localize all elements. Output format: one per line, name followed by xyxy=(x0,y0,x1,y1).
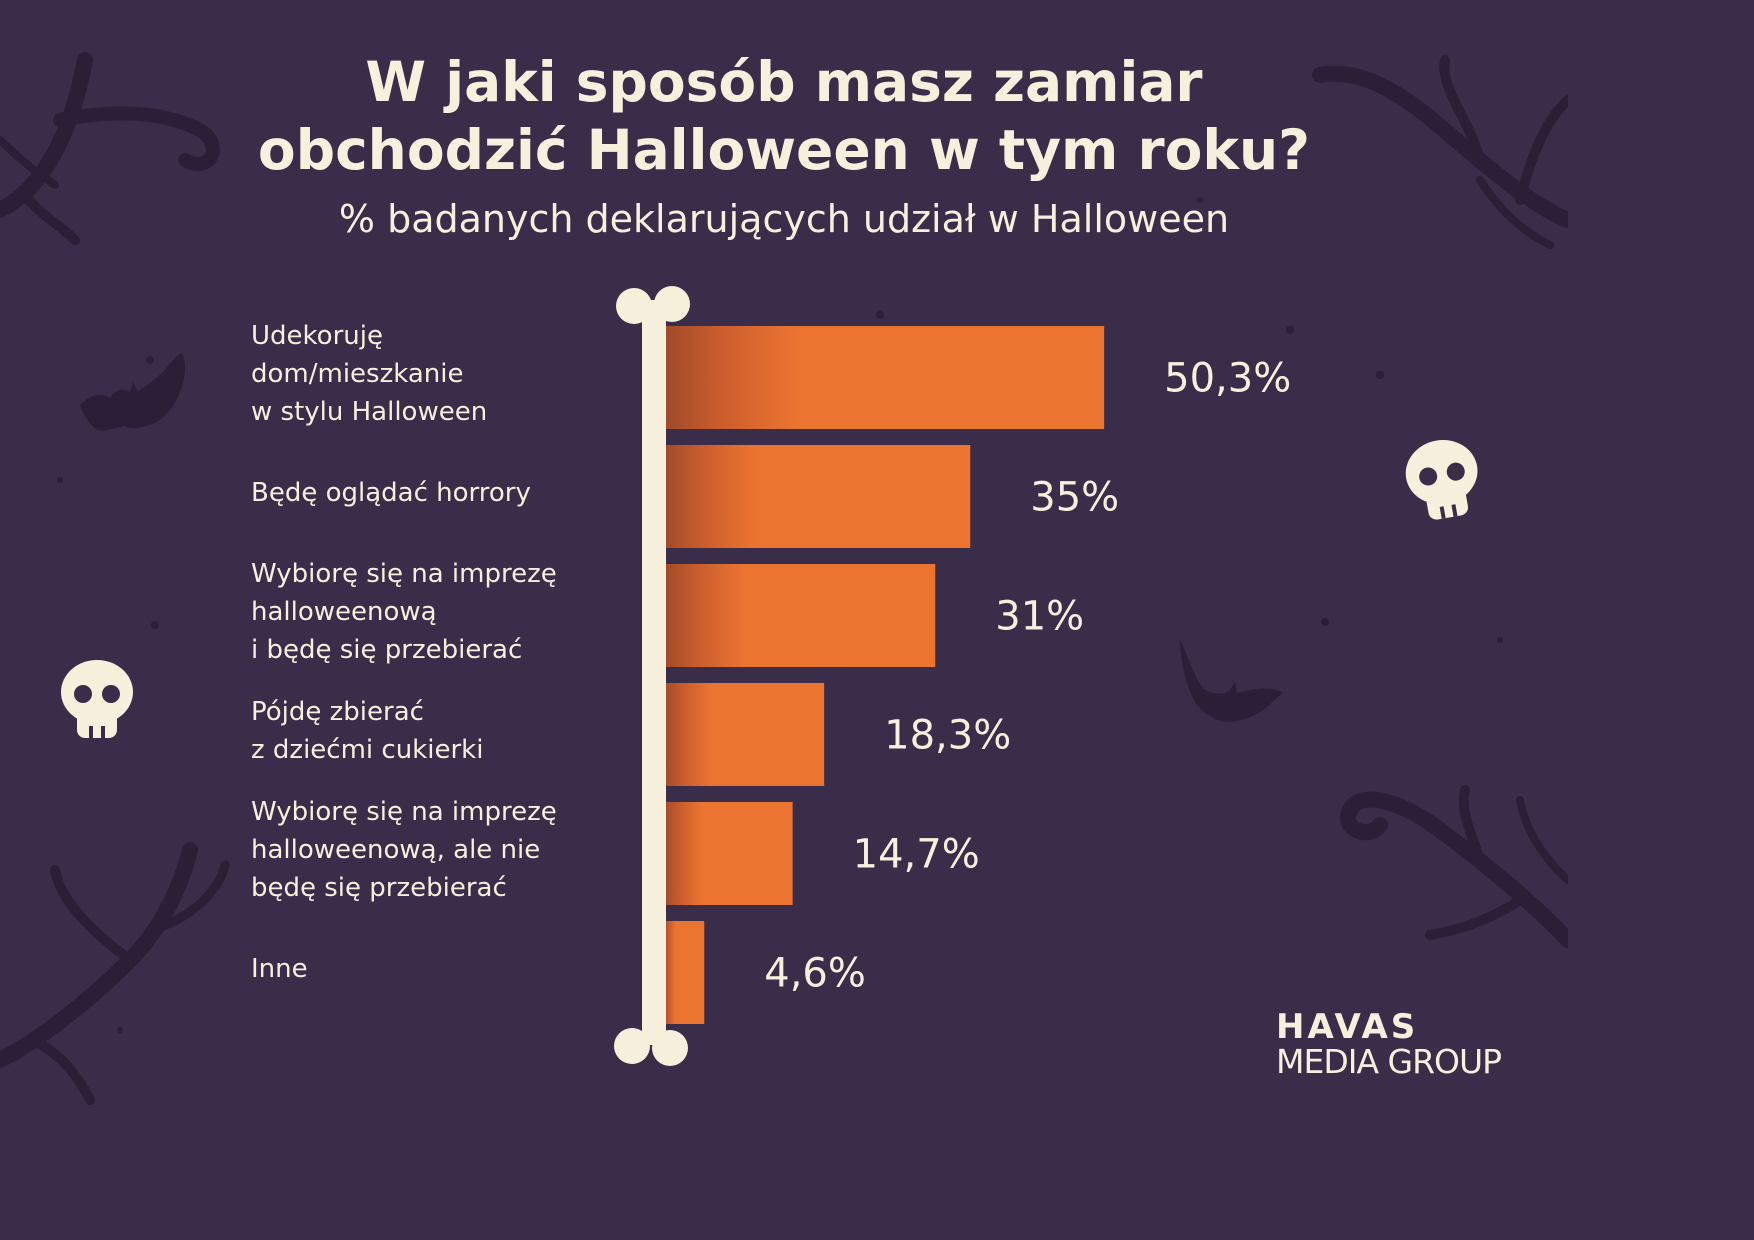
bar xyxy=(664,802,793,905)
tree-branch-icon xyxy=(1340,785,1568,948)
skull-icon xyxy=(61,660,133,738)
category-label: Udekoruję dom/mieszkanie w stylu Hallowe… xyxy=(251,320,488,427)
value-label: 14,7% xyxy=(853,832,980,878)
skull-icon xyxy=(1405,439,1478,520)
star-dot xyxy=(1497,637,1503,643)
value-label: 4,6% xyxy=(764,951,866,997)
category-label: Wybiorę się na imprezę halloweenową i bę… xyxy=(251,558,557,665)
star-dot xyxy=(1376,371,1384,379)
tree-branch-icon xyxy=(0,842,230,1105)
bar xyxy=(664,445,971,548)
value-label: 31% xyxy=(995,594,1084,640)
category-label: Będę oglądać horrory xyxy=(251,477,531,508)
value-label: 35% xyxy=(1030,475,1119,521)
page-title-line-2: obchodzić Halloween w tym roku? xyxy=(257,118,1311,182)
star-dot xyxy=(57,477,63,483)
bat-icon xyxy=(80,353,186,431)
bar xyxy=(664,564,936,667)
star-dot xyxy=(151,621,159,629)
bar xyxy=(664,326,1105,429)
bar xyxy=(664,683,825,786)
star-dot xyxy=(1286,326,1294,334)
tree-branch-icon xyxy=(0,52,220,245)
bone-axis-icon xyxy=(614,286,690,1066)
bar xyxy=(664,921,705,1024)
star-dot xyxy=(876,311,884,319)
bar-chart: 50,3% 35% 31% 18,3% 14,7% 4,6% xyxy=(614,286,1291,1066)
bat-icon xyxy=(1180,640,1283,722)
value-label: 50,3% xyxy=(1164,356,1291,402)
infographic: W jaki sposób masz zamiar obchodzić Hall… xyxy=(0,50,1568,1105)
logo-line-2: MEDIA GROUP xyxy=(1276,1042,1502,1081)
background-decorations xyxy=(0,52,1568,1105)
tree-branch-icon xyxy=(1312,55,1568,249)
page-subtitle: % badanych deklarujących udział w Hallow… xyxy=(338,197,1230,241)
havas-media-group-logo: HAVAS MEDIA GROUP xyxy=(1276,1010,1538,1080)
star-dot xyxy=(117,1027,123,1033)
star-dot xyxy=(146,356,154,364)
star-dot xyxy=(1321,618,1329,626)
category-label: Inne xyxy=(251,953,308,984)
category-label: Pójdę zbierać z dziećmi cukierki xyxy=(251,696,484,765)
value-label: 18,3% xyxy=(884,713,1011,759)
category-label: Wybiorę się na imprezę halloweenową, ale… xyxy=(251,796,557,903)
logo-line-1: HAVAS xyxy=(1276,1007,1419,1047)
page-title: W jaki sposób masz zamiar xyxy=(365,50,1203,114)
star-dot xyxy=(1197,197,1203,203)
